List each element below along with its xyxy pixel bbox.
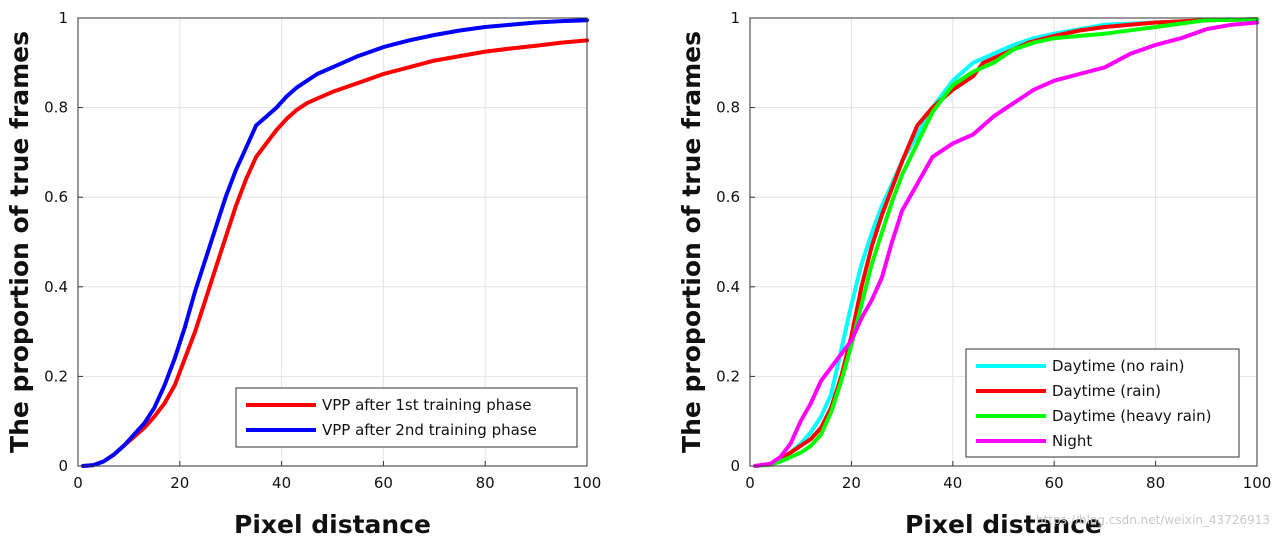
x-tick-label: 80 (476, 474, 495, 492)
series-line (81, 18, 589, 468)
y-tick-label: 0.8 (44, 99, 68, 117)
legend-label: VPP after 2nd training phase (322, 421, 537, 439)
x-tick-label: 80 (1146, 474, 1165, 492)
watermark: https://blog.csdn.net/weixin_43726913 (1036, 513, 1270, 527)
legend-box (235, 387, 578, 448)
x-tick-label: 0 (745, 474, 755, 492)
series-line (753, 17, 1259, 468)
y-tick-label: 0 (58, 457, 68, 475)
y-tick-label: 0.2 (44, 367, 68, 385)
x-tick-label: 40 (272, 474, 291, 492)
y-axis-label: The proportion of true frames (5, 31, 34, 453)
y-tick-label: 0.4 (44, 278, 68, 296)
y-axis-label: The proportion of true frames (677, 31, 706, 453)
x-tick-label: 60 (1045, 474, 1064, 492)
legend-label: Daytime (rain) (1052, 382, 1161, 400)
y-tick-label: 1 (730, 9, 740, 27)
y-tick-label: 0.6 (716, 188, 740, 206)
x-tick-label: 100 (573, 474, 602, 492)
y-tick-label: 1 (58, 9, 68, 27)
series-line (81, 38, 589, 468)
x-axis-label: Pixel distance (234, 510, 431, 538)
legend-label: VPP after 1st training phase (322, 396, 532, 414)
x-axis-label: Pixel distance (905, 510, 1102, 538)
x-tick-label: 100 (1243, 474, 1272, 492)
series-line (753, 20, 1259, 468)
x-tick-label: 0 (73, 474, 83, 492)
right-chart-panel: 0 20 40 60 80 100 0 0.2 0.4 0.6 0.8 1 Pixel distance… (677, 9, 1271, 538)
axes-frame (749, 17, 1258, 467)
y-tick-label: 0.2 (716, 367, 740, 385)
left-chart-panel: 0 20 40 60 80 100 0 0.2 0.4 0.6 0.8 1 Pixel distance… (5, 9, 601, 538)
legend-label: Daytime (no rain) (1052, 357, 1184, 375)
axes-frame (77, 17, 588, 467)
y-tick-label: 0.4 (716, 278, 740, 296)
x-tick-label: 20 (842, 474, 861, 492)
legend-label: Daytime (heavy rain) (1052, 407, 1211, 425)
x-tick-label: 40 (943, 474, 962, 492)
y-tick-label: 0.6 (44, 188, 68, 206)
y-tick-label: 0 (730, 457, 740, 475)
legend-label: Night (1052, 432, 1092, 450)
x-tick-label: 20 (170, 474, 189, 492)
y-tick-label: 0.8 (716, 99, 740, 117)
series-line (753, 17, 1259, 468)
x-tick-label: 60 (374, 474, 393, 492)
